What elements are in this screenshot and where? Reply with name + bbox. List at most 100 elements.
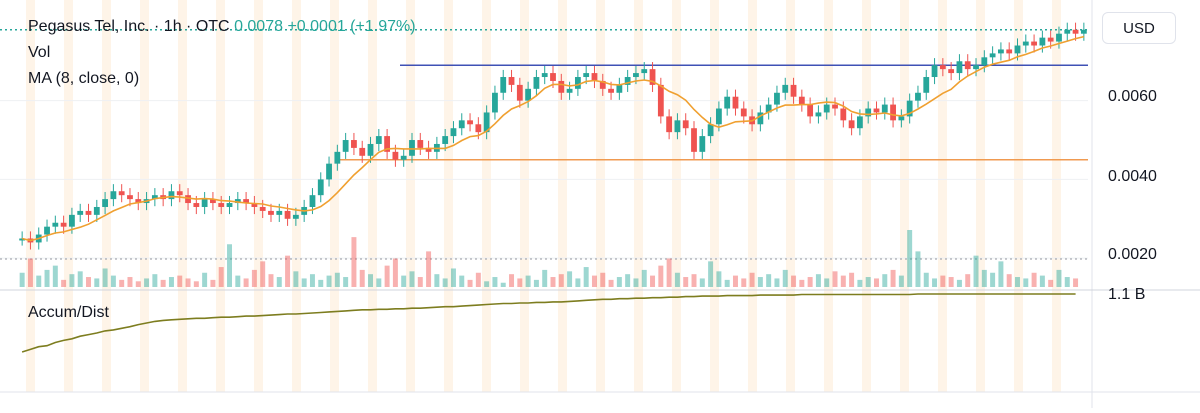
candle-body bbox=[881, 104, 888, 113]
session-band bbox=[444, 0, 453, 392]
candle-body bbox=[516, 84, 523, 101]
volume-bar bbox=[898, 275, 904, 287]
candle-body bbox=[873, 108, 880, 113]
volume-bar bbox=[517, 278, 523, 287]
price-tick: 0.0040 bbox=[1108, 168, 1157, 185]
candle-body bbox=[964, 61, 971, 70]
candle-body bbox=[135, 199, 142, 204]
session-band bbox=[406, 0, 415, 392]
candle-body bbox=[1006, 49, 1013, 54]
volume-bar bbox=[318, 279, 324, 287]
volume-bar bbox=[152, 274, 158, 287]
candle-body bbox=[334, 151, 341, 164]
volume-bar bbox=[218, 267, 224, 287]
volume-bar bbox=[376, 278, 382, 287]
candle-body bbox=[483, 112, 490, 133]
candle-body bbox=[599, 80, 606, 89]
candle-body bbox=[284, 210, 291, 219]
candle-body bbox=[193, 203, 200, 207]
volume-bar bbox=[260, 261, 266, 287]
price-tick: 0.0020 bbox=[1108, 246, 1157, 263]
volume-bar bbox=[401, 275, 407, 287]
volume-bar bbox=[674, 272, 680, 287]
session-band bbox=[976, 0, 985, 392]
candle-body bbox=[1080, 29, 1087, 34]
candle-body bbox=[1039, 37, 1046, 46]
volume-bar bbox=[683, 277, 689, 287]
candle-body bbox=[392, 151, 399, 160]
volume-bar bbox=[44, 269, 50, 287]
candle-body bbox=[633, 73, 639, 78]
volume-bar bbox=[940, 275, 946, 287]
candle-body bbox=[326, 163, 332, 180]
volume-bar bbox=[392, 258, 398, 287]
volume-bar bbox=[1064, 277, 1070, 287]
candle-body bbox=[732, 96, 739, 109]
volume-bar bbox=[832, 271, 838, 287]
volume-bar bbox=[932, 278, 938, 287]
volume-bar bbox=[724, 279, 730, 287]
volume-bar bbox=[127, 277, 133, 287]
session-band bbox=[596, 0, 605, 392]
volume-bar bbox=[815, 274, 821, 287]
volume-bar bbox=[227, 244, 232, 287]
volume-bar bbox=[882, 274, 888, 287]
session-band bbox=[368, 0, 377, 392]
candle-body bbox=[558, 80, 565, 93]
session-band bbox=[938, 0, 947, 392]
volume-bar bbox=[492, 277, 498, 287]
candle-body bbox=[782, 84, 789, 93]
candle-body bbox=[807, 104, 814, 117]
volume-bar bbox=[716, 271, 722, 287]
volume-bar bbox=[135, 281, 141, 287]
candle-body bbox=[740, 108, 747, 117]
candle-body bbox=[657, 84, 664, 117]
candle-body bbox=[898, 116, 905, 121]
volume-bar bbox=[774, 278, 780, 287]
volume-bar bbox=[1073, 278, 1079, 287]
candle-body bbox=[450, 128, 457, 137]
volume-bar bbox=[36, 275, 42, 287]
candle-body bbox=[591, 73, 598, 81]
volume-bar bbox=[591, 275, 597, 287]
volume-bar bbox=[442, 278, 448, 287]
session-band bbox=[634, 0, 643, 392]
candle-body bbox=[848, 120, 855, 129]
candle-body bbox=[475, 124, 482, 133]
currency-button[interactable]: USD bbox=[1102, 12, 1176, 44]
volume-bar bbox=[450, 268, 456, 287]
session-band bbox=[140, 0, 149, 392]
candle-body bbox=[1064, 29, 1071, 34]
volume-bar bbox=[650, 275, 656, 287]
session-band bbox=[748, 0, 757, 392]
candle-body bbox=[815, 112, 822, 117]
candle-body bbox=[60, 222, 67, 227]
candle-body bbox=[939, 65, 946, 70]
volume-bar bbox=[69, 274, 75, 287]
session-band bbox=[786, 0, 795, 392]
candle-body bbox=[118, 191, 125, 196]
candle-body bbox=[790, 84, 797, 97]
volume-bar bbox=[235, 275, 241, 287]
candle-body bbox=[168, 191, 175, 200]
session-band bbox=[216, 0, 225, 392]
volume-bar bbox=[1048, 279, 1054, 287]
candle-body bbox=[210, 199, 216, 204]
volume-bar bbox=[741, 278, 747, 287]
volume-bar bbox=[434, 274, 440, 287]
volume-bar bbox=[542, 269, 548, 287]
volume-bar bbox=[426, 251, 432, 287]
candle-body bbox=[923, 77, 930, 93]
session-band bbox=[824, 0, 833, 392]
candle-body bbox=[500, 77, 507, 93]
ma-legend: MA (8, close, 0) bbox=[28, 70, 140, 87]
volume-bar bbox=[840, 275, 846, 287]
volume-bar bbox=[268, 274, 274, 287]
symbol-legend: Pegasus Tel, Inc. · 1h · OTC 0.0078 +0.0… bbox=[28, 18, 416, 36]
candle-body bbox=[268, 210, 274, 215]
candle-body bbox=[624, 77, 631, 85]
candle-body bbox=[359, 147, 366, 156]
candle-body bbox=[699, 136, 706, 152]
